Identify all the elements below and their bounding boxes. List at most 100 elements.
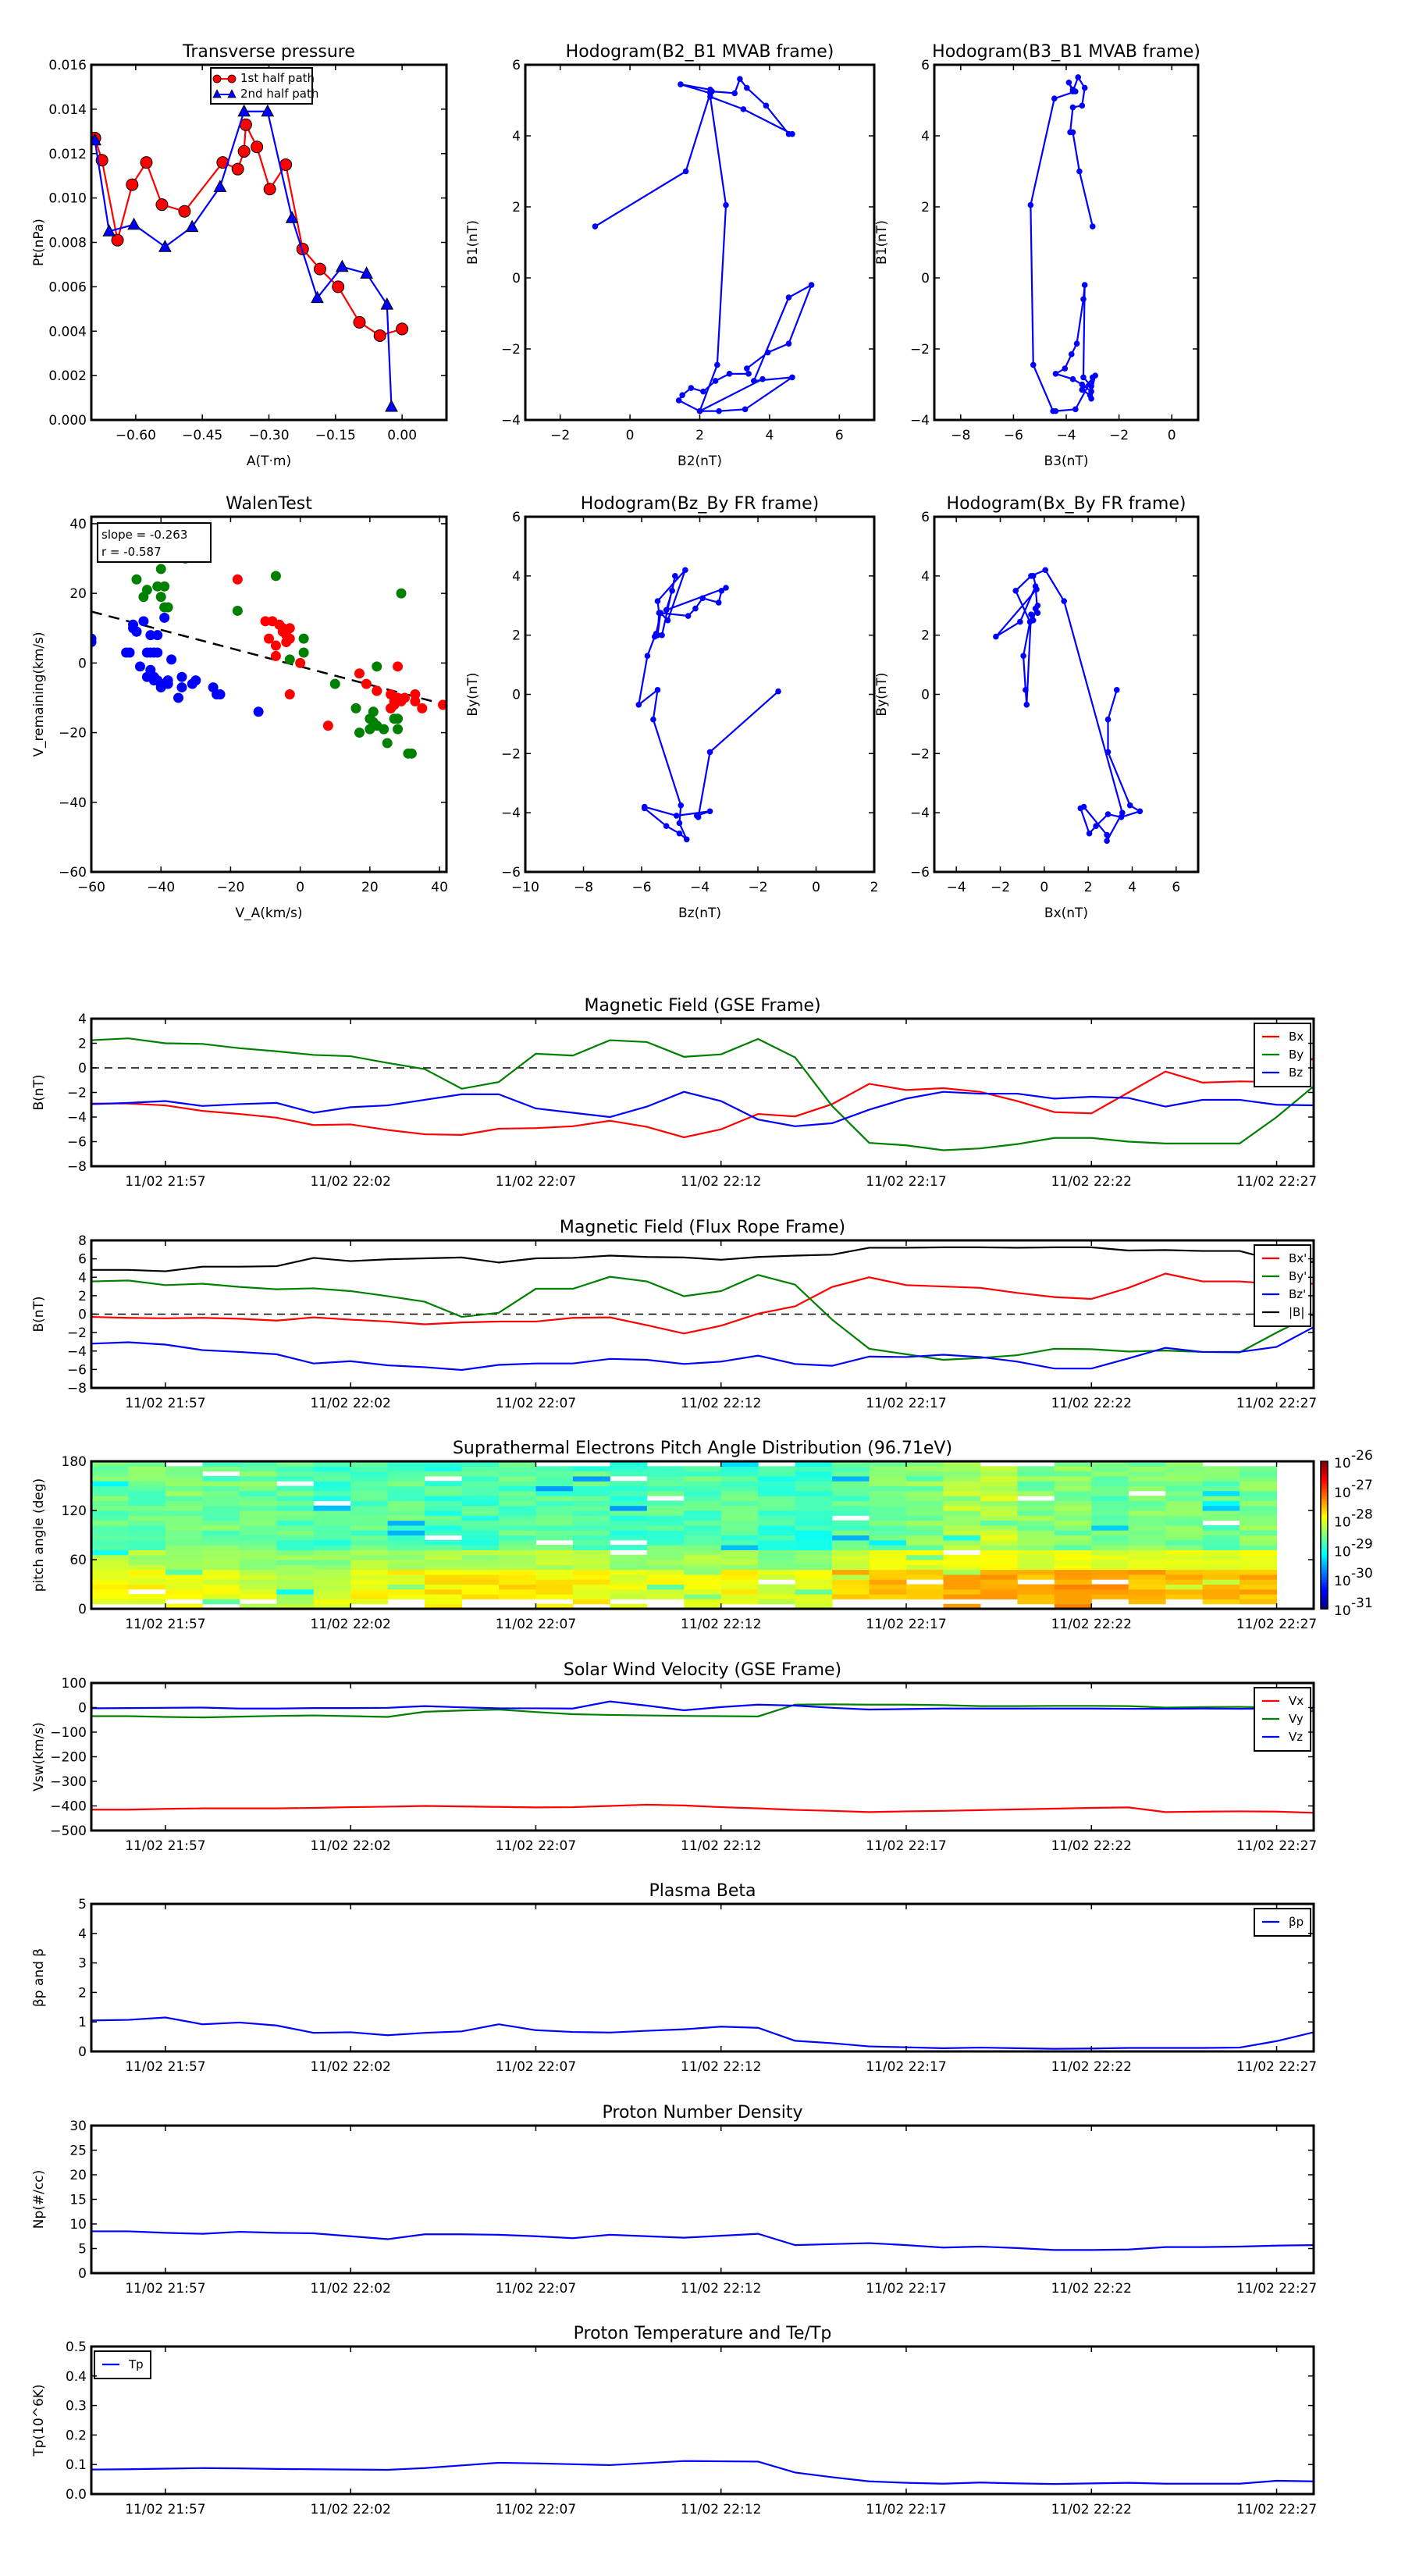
heatmap-cell [91,1466,129,1472]
heatmap-cell [795,1550,833,1556]
heatmap-cell [1128,1550,1166,1556]
heatmap-cell [276,1589,315,1595]
heatmap-cell [1202,1496,1240,1501]
heatmap-cell [610,1485,648,1492]
heatmap-cell [425,1510,463,1516]
colorbar-segment [1321,1471,1328,1475]
heatmap-cell [387,1500,425,1507]
heatmap-cell [1128,1500,1166,1507]
heatmap-cell [610,1530,648,1535]
y-tick-label: 0.4 [66,2369,87,2385]
legend-box [1254,1687,1311,1752]
data-point [185,219,199,233]
heatmap-cell [869,1471,907,1477]
heatmap-cell [1240,1525,1278,1531]
colorbar-segment [1321,1503,1328,1507]
heatmap-cell [1128,1560,1166,1565]
heatmap-cell [276,1520,315,1526]
heatmap-cell [1240,1589,1278,1595]
heatmap-cell [239,1554,277,1560]
scatter-point-y-component [152,581,163,592]
heatmap-cell [535,1471,574,1477]
colorbar-segment [1321,1522,1328,1526]
x-tick-label: −8 [951,428,970,443]
heatmap-cell [1091,1589,1129,1595]
x-tick-label: 11/02 22:07 [496,2502,576,2517]
heatmap-cell [795,1539,833,1546]
heatmap-cell [165,1554,203,1560]
heatmap-cell [387,1490,425,1496]
heatmap-cell [646,1481,685,1486]
data-point [664,617,671,624]
heatmap-cell [572,1550,610,1556]
heatmap-cell [720,1545,759,1550]
heatmap-cell [758,1530,796,1535]
heatmap-cell [1202,1466,1240,1472]
y-axis-label: V_remaining(km/s) [31,632,47,756]
heatmap-cell [684,1589,722,1595]
data-point [279,158,293,171]
heatmap-cell [572,1500,610,1507]
heatmap-cell [795,1475,833,1482]
heatmap-cell [980,1539,1018,1546]
colorbar-segment [1321,1545,1328,1548]
heatmap-cell [1240,1481,1278,1486]
panel-pitch-angle: Suprathermal Electrons Pitch Angle Distr… [31,1439,1373,1632]
heatmap-cell [720,1589,759,1595]
panel-walen-test: WalenTest −60 −40 −20 0 20 40 V_A(km/s) −60 −40 −2… [31,494,448,921]
y-axis-label: By(nT) [465,672,481,716]
x-tick-label: −4 [690,880,710,895]
heatmap-cell [202,1481,240,1486]
scatter-point-z-component [284,623,295,634]
panel-transverse-pressure: Transverse pressure −0.60 −0.45 −0.30 −0.15 0… [31,42,448,469]
heatmap-cell [906,1481,944,1486]
heatmap-cell [535,1535,574,1541]
axes-frame [90,1017,1315,1168]
heatmap-cell [684,1564,722,1571]
heatmap-cell [1128,1475,1166,1482]
heatmap-cell [869,1545,907,1550]
heatmap-cell [1017,1574,1055,1580]
data-point [231,162,244,176]
x-tick-label: −40 [147,880,175,895]
x-tick-label: 11/02 22:27 [1236,2281,1317,2297]
data-point [1067,129,1073,136]
heatmap-cell [1128,1564,1166,1571]
data-point [712,378,719,384]
heatmap-cell [720,1481,759,1486]
x-tick-label: −10 [511,880,539,895]
heatmap-cell [1091,1496,1129,1501]
heatmap-cell [499,1466,536,1472]
y-tick-label: 2 [921,628,930,644]
heatmap-cell [499,1510,536,1516]
heatmap-cell [980,1550,1018,1556]
y-tick-label: −2 [910,342,930,358]
data-point [723,585,729,591]
scatter-point-x-component [166,654,177,665]
heatmap-cell [239,1525,277,1531]
data-point [678,802,685,809]
heatmap-cell [313,1496,351,1501]
heatmap-cell [646,1535,685,1541]
data-point [261,104,275,117]
x-tick-label: 40 [431,880,448,895]
heatmap-cell [832,1589,870,1595]
heatmap-cell [1017,1584,1055,1590]
colorbar-segment [1321,1560,1328,1563]
heatmap-cell [610,1520,648,1526]
heatmap-cell [202,1500,240,1507]
heatmap-cell [720,1505,759,1511]
heatmap-cell [610,1594,648,1599]
heatmap-cell [128,1515,166,1521]
heatmap-cell [720,1599,759,1605]
x-tick-label: 11/02 22:22 [1051,1396,1132,1411]
scatter-point-z-component [322,720,333,731]
heatmap-cell [350,1589,389,1595]
heatmap-cell [239,1505,277,1511]
colorbar-segment [1321,1557,1328,1560]
heatmap-cell [720,1574,759,1580]
heatmap-cell [832,1545,870,1550]
heatmap-cell [684,1554,722,1560]
heatmap-cell [425,1564,463,1571]
heatmap-cell [165,1505,203,1511]
